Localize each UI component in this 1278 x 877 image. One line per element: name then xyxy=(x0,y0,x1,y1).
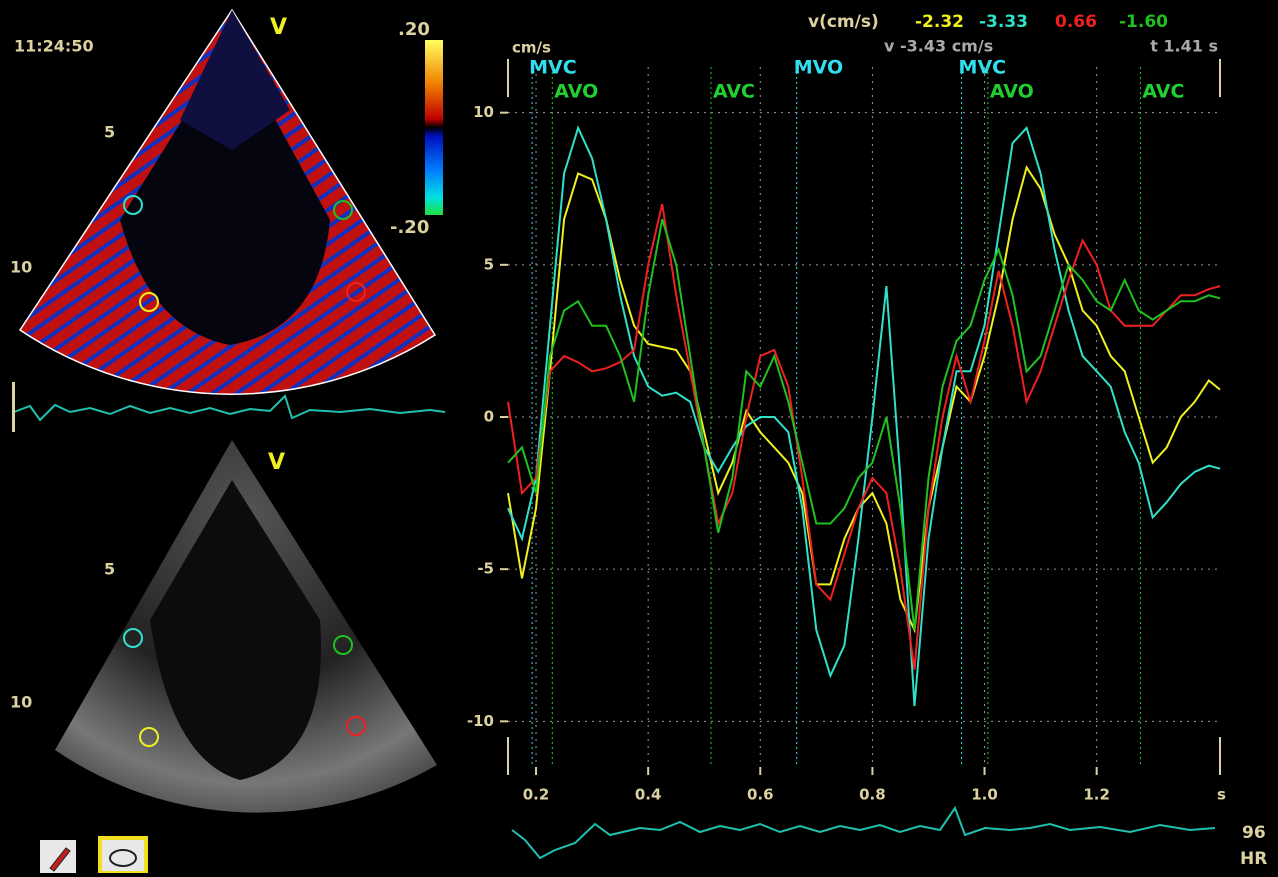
depth-label: 10 xyxy=(10,258,32,277)
readout-value: -2.32 xyxy=(915,12,964,32)
event-label: MVO xyxy=(794,57,843,79)
ellipse-tool[interactable] xyxy=(98,836,148,875)
y-tick-label: 10 xyxy=(473,103,494,121)
x-tick-label: 0.4 xyxy=(635,786,662,804)
event-label: MVC xyxy=(529,57,577,79)
x-tick-label: 1.0 xyxy=(971,786,998,804)
ecg-bar xyxy=(12,382,15,432)
x-tick-label: 1.2 xyxy=(1083,786,1110,804)
readout-label: v(cm/s) xyxy=(808,12,879,32)
scale-min: -.20 xyxy=(390,217,429,238)
depth-label: 10 xyxy=(10,693,32,712)
ecg-trace xyxy=(13,394,446,422)
series-line xyxy=(507,125,1221,707)
depth-label: 5 xyxy=(104,560,115,579)
x-axis-label: s xyxy=(1217,786,1226,804)
cursor-time: t 1.41 s xyxy=(1150,37,1218,56)
y-tick-label: -10 xyxy=(467,712,494,730)
y-tick-label: 0 xyxy=(484,408,494,426)
depth-label: 5 xyxy=(104,123,115,142)
series-line xyxy=(507,218,1221,631)
heart-rate-label: HR xyxy=(1240,849,1267,869)
bmode-image xyxy=(55,440,437,813)
series-line xyxy=(507,164,1221,634)
x-tick-label: 0.8 xyxy=(859,786,886,804)
y-axis-label: cm/s xyxy=(512,39,551,57)
readout-value: -1.60 xyxy=(1119,12,1168,32)
event-label: MVC xyxy=(959,57,1007,79)
view-label: V xyxy=(268,450,285,475)
color-doppler-image xyxy=(18,8,443,395)
cursor-velocity: v -3.43 cm/s xyxy=(884,37,993,56)
event-label: AVO xyxy=(554,81,598,103)
y-tick-label: 5 xyxy=(484,255,494,273)
series-line xyxy=(507,203,1221,670)
time: 11:24:50 xyxy=(14,37,94,56)
scale-max: .20 xyxy=(398,19,430,40)
readout-value: -3.33 xyxy=(979,12,1028,32)
readout-value: 0.66 xyxy=(1055,12,1097,32)
event-label: AVC xyxy=(713,81,755,103)
x-tick-label: 0.2 xyxy=(523,786,550,804)
event-label: AVO xyxy=(990,81,1034,103)
pencil-tool[interactable] xyxy=(40,840,76,873)
heart-rate: 96 xyxy=(1242,823,1266,843)
x-tick-label: 0.6 xyxy=(747,786,774,804)
y-tick-label: -5 xyxy=(477,560,494,578)
ecg-trace xyxy=(511,805,1216,860)
view-label: V xyxy=(270,15,287,40)
event-label: AVC xyxy=(1142,81,1184,103)
